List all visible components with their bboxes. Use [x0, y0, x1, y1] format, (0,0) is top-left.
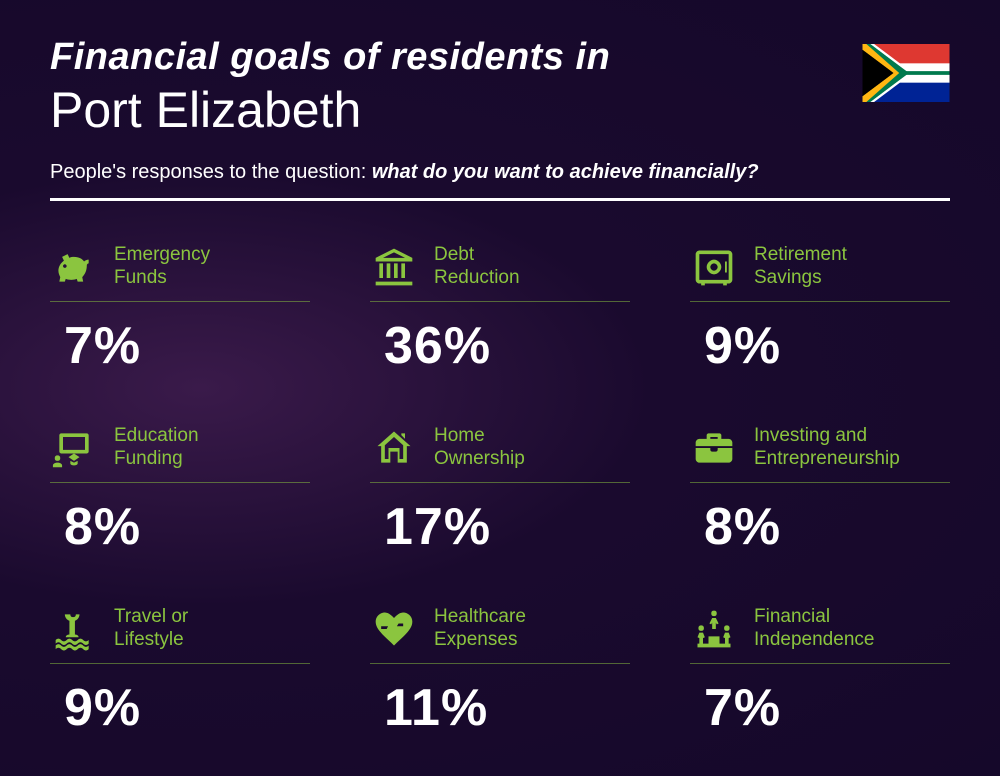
subtitle: People's responses to the question: what… — [50, 161, 950, 184]
stat-value: 11% — [370, 678, 630, 738]
stat-label: HealthcareExpenses — [434, 606, 526, 652]
stat-label: Investing andEntrepreneurship — [754, 425, 900, 471]
stat-item-top: HealthcareExpenses — [370, 605, 630, 653]
stats-grid: EmergencyFunds 7% DebtReduction 36% Reti… — [50, 243, 950, 738]
stat-item-top: DebtReduction — [370, 243, 630, 291]
stat-item: HomeOwnership 17% — [370, 424, 630, 557]
stat-item: RetirementSavings 9% — [690, 243, 950, 376]
piggy-bank-icon — [50, 243, 98, 291]
stat-item: Travel orLifestyle 9% — [50, 605, 310, 738]
stat-value: 17% — [370, 497, 630, 557]
stat-divider — [690, 482, 950, 483]
stat-item-top: Investing andEntrepreneurship — [690, 424, 950, 472]
safe-icon — [690, 243, 738, 291]
stat-value: 8% — [50, 497, 310, 557]
house-icon — [370, 424, 418, 472]
stat-value: 36% — [370, 316, 630, 376]
stat-item-top: EducationFunding — [50, 424, 310, 472]
title-line1: Financial goals of residents in — [50, 36, 950, 79]
stat-label: DebtReduction — [434, 244, 520, 290]
stat-value: 8% — [690, 497, 950, 557]
stat-value: 9% — [50, 678, 310, 738]
infographic-container: Financial goals of residents in Port Eli… — [0, 0, 1000, 774]
stat-divider — [50, 663, 310, 664]
subtitle-bold: what do you want to achieve financially? — [372, 161, 759, 183]
stat-value: 9% — [690, 316, 950, 376]
healthcare-icon — [370, 605, 418, 653]
education-icon — [50, 424, 98, 472]
stat-divider — [370, 482, 630, 483]
stat-label: Travel orLifestyle — [114, 606, 188, 652]
stat-item: DebtReduction 36% — [370, 243, 630, 376]
stat-value: 7% — [50, 316, 310, 376]
travel-icon — [50, 605, 98, 653]
stat-item: EducationFunding 8% — [50, 424, 310, 557]
south-africa-flag-icon — [862, 44, 950, 102]
stat-divider — [690, 663, 950, 664]
independence-icon — [690, 605, 738, 653]
stat-divider — [50, 482, 310, 483]
stat-label: FinancialIndependence — [754, 606, 874, 652]
stat-label: HomeOwnership — [434, 425, 525, 471]
stat-value: 7% — [690, 678, 950, 738]
header: Financial goals of residents in Port Eli… — [50, 36, 950, 201]
subtitle-plain: People's responses to the question: — [50, 161, 372, 183]
stat-item-top: RetirementSavings — [690, 243, 950, 291]
stat-label: RetirementSavings — [754, 244, 847, 290]
stat-item: EmergencyFunds 7% — [50, 243, 310, 376]
stat-item-top: Travel orLifestyle — [50, 605, 310, 653]
stat-item: HealthcareExpenses 11% — [370, 605, 630, 738]
stat-divider — [50, 301, 310, 302]
stat-divider — [690, 301, 950, 302]
briefcase-icon — [690, 424, 738, 472]
stat-label: EmergencyFunds — [114, 244, 210, 290]
stat-divider — [370, 301, 630, 302]
header-divider — [50, 198, 950, 201]
title-line2: Port Elizabeth — [50, 81, 950, 139]
stat-item-top: HomeOwnership — [370, 424, 630, 472]
stat-item-top: EmergencyFunds — [50, 243, 310, 291]
stat-label: EducationFunding — [114, 425, 199, 471]
stat-item-top: FinancialIndependence — [690, 605, 950, 653]
bank-icon — [370, 243, 418, 291]
stat-divider — [370, 663, 630, 664]
stat-item: FinancialIndependence 7% — [690, 605, 950, 738]
stat-item: Investing andEntrepreneurship 8% — [690, 424, 950, 557]
